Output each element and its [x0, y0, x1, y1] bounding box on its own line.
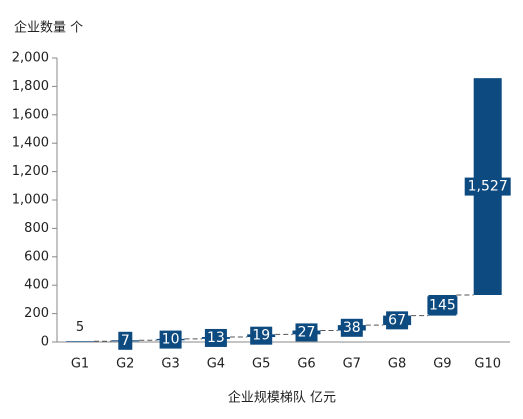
value-label: 7: [121, 333, 130, 349]
x-tick-label: G8: [388, 357, 406, 372]
value-label-bg: [118, 331, 133, 350]
x-tick-label: G3: [161, 357, 179, 372]
value-label-bg: [295, 323, 318, 342]
value-label: 145: [429, 297, 456, 313]
value-label: 13: [207, 330, 225, 346]
value-label-bg: [204, 328, 227, 347]
value-label-bg: [159, 330, 182, 349]
value-label-bg: [250, 326, 273, 345]
y-tick-label: 1,600: [12, 107, 49, 122]
y-tick-label: 200: [24, 306, 49, 321]
y-tick-label: 1,400: [12, 136, 49, 151]
value-label-bg: [427, 296, 458, 315]
x-tick-label: G4: [207, 357, 225, 372]
value-label: 10: [162, 332, 180, 348]
x-axis-title: 企业规模梯队 亿元: [228, 390, 336, 406]
y-tick-label: 0: [41, 335, 49, 350]
x-tick-label: G5: [252, 357, 270, 372]
value-label: 5: [76, 320, 84, 335]
y-tick-label: 600: [24, 249, 49, 264]
x-tick-label: G1: [71, 357, 89, 372]
value-label-bg: [386, 311, 409, 330]
y-tick-label: 1,000: [12, 193, 49, 208]
x-tick-label: G6: [297, 357, 315, 372]
x-tick-label: G2: [116, 357, 134, 372]
bar: [66, 341, 94, 342]
value-label: 38: [343, 320, 361, 336]
value-label: 27: [298, 324, 316, 340]
y-tick-label: 400: [24, 278, 49, 293]
x-tick-label: G9: [433, 357, 451, 372]
y-tick-label: 1,800: [12, 79, 49, 94]
value-label: 1,527: [468, 179, 508, 195]
y-axis-title: 企业数量 个: [14, 20, 83, 36]
y-tick-label: 800: [24, 221, 49, 236]
x-tick-label: G10: [474, 357, 501, 372]
value-label: 67: [388, 312, 406, 328]
x-tick-label: G7: [343, 357, 361, 372]
value-label-bg: [464, 177, 511, 196]
y-tick-label: 2,000: [12, 51, 49, 66]
value-label: 19: [252, 328, 270, 344]
y-tick-label: 1,200: [12, 164, 49, 179]
value-label-bg: [340, 318, 363, 337]
